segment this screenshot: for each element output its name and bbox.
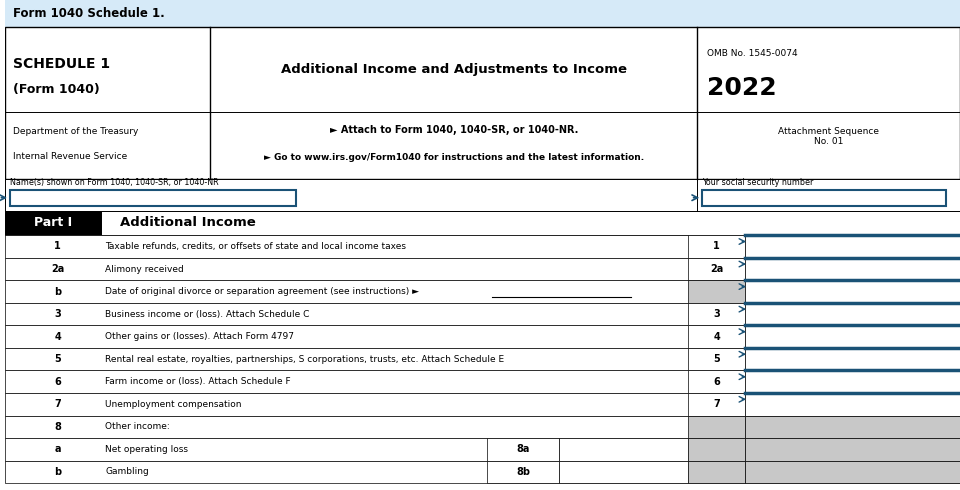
Text: Business income or (loss). Attach Schedule C: Business income or (loss). Attach Schedu…: [106, 310, 310, 318]
Bar: [745, 348, 960, 370]
Text: b: b: [54, 287, 61, 296]
Text: Internal Revenue Service: Internal Revenue Service: [12, 151, 127, 161]
Text: ► Attach to Form 1040, 1040-SR, or 1040-NR.: ► Attach to Form 1040, 1040-SR, or 1040-…: [330, 125, 578, 135]
Text: Rental real estate, royalties, partnerships, S corporations, trusts, etc. Attach: Rental real estate, royalties, partnersh…: [106, 355, 505, 364]
Bar: [488, 438, 559, 461]
Bar: [5, 211, 960, 235]
Bar: [745, 393, 960, 416]
Bar: [745, 303, 960, 325]
Text: (Form 1040): (Form 1040): [12, 83, 100, 96]
Bar: [745, 235, 960, 258]
Text: 5: 5: [55, 354, 61, 364]
Bar: [702, 190, 946, 206]
Bar: [5, 235, 960, 258]
Bar: [688, 348, 745, 370]
Bar: [5, 27, 960, 179]
Bar: [5, 258, 960, 280]
Bar: [745, 280, 960, 303]
Bar: [745, 438, 960, 461]
Text: ► Go to www.irs.gov/Form1040 for instructions and the latest information.: ► Go to www.irs.gov/Form1040 for instruc…: [264, 153, 644, 162]
Bar: [688, 416, 745, 438]
Bar: [5, 211, 101, 235]
Bar: [688, 258, 745, 280]
Text: SCHEDULE 1: SCHEDULE 1: [12, 57, 110, 71]
Text: 3: 3: [713, 309, 720, 319]
Text: Department of the Treasury: Department of the Treasury: [12, 127, 138, 136]
Bar: [559, 461, 688, 483]
Bar: [488, 461, 559, 483]
Text: Other gains or (losses). Attach Form 4797: Other gains or (losses). Attach Form 479…: [106, 332, 295, 341]
Text: 4: 4: [55, 332, 61, 342]
Bar: [688, 461, 745, 483]
Bar: [5, 393, 960, 416]
Bar: [688, 393, 745, 416]
Text: Other income:: Other income:: [106, 422, 170, 431]
Bar: [688, 235, 745, 258]
Text: 7: 7: [55, 399, 61, 409]
Text: b: b: [54, 467, 61, 477]
Bar: [688, 438, 745, 461]
Text: Form 1040 Schedule 1.: Form 1040 Schedule 1.: [12, 7, 164, 20]
Text: Farm income or (loss). Attach Schedule F: Farm income or (loss). Attach Schedule F: [106, 377, 291, 386]
Bar: [5, 179, 960, 211]
Bar: [745, 258, 960, 280]
Bar: [745, 461, 960, 483]
Text: Attachment Sequence
No. 01: Attachment Sequence No. 01: [779, 127, 879, 146]
Text: Additional Income: Additional Income: [120, 217, 255, 229]
Text: Net operating loss: Net operating loss: [106, 445, 188, 454]
Text: 4: 4: [713, 332, 720, 342]
Text: 2022: 2022: [707, 76, 777, 100]
Text: Alimony received: Alimony received: [106, 265, 184, 273]
Text: Your social security number: Your social security number: [702, 178, 813, 187]
Text: 1: 1: [55, 242, 61, 251]
Bar: [559, 438, 688, 461]
Text: Taxable refunds, credits, or offsets of state and local income taxes: Taxable refunds, credits, or offsets of …: [106, 242, 406, 251]
Text: Part I: Part I: [34, 217, 72, 229]
Bar: [688, 280, 745, 303]
Bar: [5, 416, 960, 438]
Text: Name(s) shown on Form 1040, 1040-SR, or 1040-NR: Name(s) shown on Form 1040, 1040-SR, or …: [10, 178, 219, 187]
Text: 8b: 8b: [516, 467, 530, 477]
Text: 6: 6: [55, 377, 61, 387]
Text: Additional Income and Adjustments to Income: Additional Income and Adjustments to Inc…: [281, 63, 627, 76]
Text: 2a: 2a: [709, 264, 723, 274]
Bar: [10, 190, 297, 206]
Text: Date of original divorce or separation agreement (see instructions) ►: Date of original divorce or separation a…: [106, 287, 420, 296]
Bar: [745, 325, 960, 348]
Text: 5: 5: [713, 354, 720, 364]
Bar: [688, 303, 745, 325]
Bar: [5, 438, 960, 461]
Bar: [5, 303, 960, 325]
Text: 7: 7: [713, 399, 720, 409]
Bar: [745, 416, 960, 438]
Text: 2a: 2a: [51, 264, 64, 274]
Bar: [5, 370, 960, 393]
Bar: [5, 280, 960, 303]
Text: 3: 3: [55, 309, 61, 319]
Text: 8a: 8a: [516, 444, 530, 454]
Bar: [688, 370, 745, 393]
Bar: [5, 0, 960, 27]
Text: 6: 6: [713, 377, 720, 387]
Text: a: a: [55, 444, 61, 454]
Bar: [5, 348, 960, 370]
Text: Gambling: Gambling: [106, 467, 149, 476]
Bar: [5, 325, 960, 348]
Text: 8: 8: [55, 422, 61, 432]
Bar: [688, 325, 745, 348]
Text: 1: 1: [713, 242, 720, 251]
Text: OMB No. 1545-0074: OMB No. 1545-0074: [707, 49, 798, 58]
Bar: [745, 370, 960, 393]
Text: Unemployment compensation: Unemployment compensation: [106, 400, 242, 409]
Bar: [5, 461, 960, 483]
